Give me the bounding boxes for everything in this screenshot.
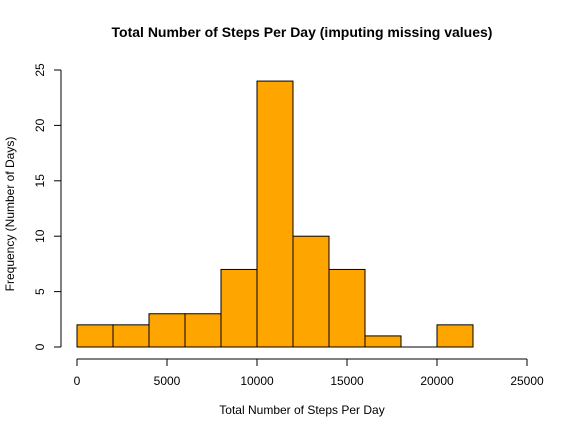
x-tick-label: 5000 [154,374,181,388]
y-tick-label: 20 [33,118,47,132]
y-axis: 0 5 10 15 20 25 [33,63,61,350]
x-tick-label: 15000 [330,374,364,388]
y-axis-label: Frequency (Number of Days) [3,137,17,292]
histogram-bar [437,325,473,347]
x-tick-label: 25000 [510,374,544,388]
y-tick-label: 5 [33,288,47,295]
x-tick-label: 10000 [240,374,274,388]
histogram-bar [113,325,149,347]
x-axis: 0 5000 10000 15000 20000 25000 [74,359,544,388]
x-tick-label: 0 [74,374,81,388]
chart-title: Total Number of Steps Per Day (imputing … [112,24,493,40]
histogram-bar [149,314,185,347]
histogram-bar [221,269,257,347]
histogram-bar [293,236,329,347]
histogram-bar [185,314,221,347]
histogram-bar [257,81,293,347]
x-tick-label: 20000 [420,374,454,388]
histogram-bar [365,336,401,347]
y-tick-label: 25 [33,63,47,77]
x-axis-label: Total Number of Steps Per Day [219,403,384,417]
y-tick-label: 10 [33,229,47,243]
histogram-bar [329,269,365,347]
bars-group [77,81,473,347]
y-tick-label: 0 [33,343,47,350]
histogram-bar [77,325,113,347]
y-tick-label: 15 [33,174,47,188]
